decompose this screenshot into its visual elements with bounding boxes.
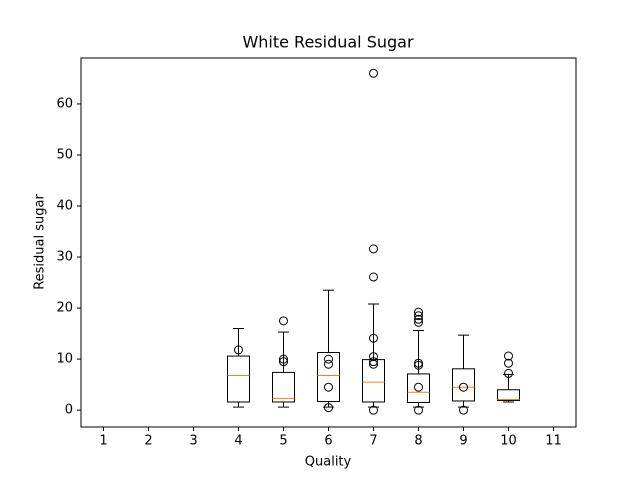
x-tick-label: 6: [324, 434, 332, 449]
x-tick-label: 8: [414, 434, 422, 449]
x-tick-label: 4: [234, 434, 242, 449]
x-tick-label: 10: [500, 434, 517, 449]
flier: [369, 333, 378, 343]
box: [452, 368, 475, 402]
x-tick-label: 7: [369, 434, 377, 449]
chart-title: White Residual Sugar: [242, 33, 414, 52]
x-tick-label: 11: [545, 434, 562, 449]
flier: [324, 382, 333, 392]
y-tick-label: 40: [56, 199, 73, 214]
plot-frame: [80, 57, 577, 428]
x-tick-label: 1: [99, 434, 107, 449]
flier: [414, 311, 423, 321]
flier: [414, 382, 423, 392]
flier: [504, 358, 513, 368]
x-tick-label: 3: [189, 434, 197, 449]
flier: [279, 354, 288, 364]
y-tick-label: 0: [65, 403, 73, 418]
flier: [369, 359, 378, 369]
flier: [414, 307, 423, 317]
flier: [414, 405, 423, 415]
x-tick-label: 2: [144, 434, 152, 449]
flier: [369, 272, 378, 282]
y-tick-label: 60: [56, 96, 73, 111]
flier: [369, 68, 378, 78]
flier: [324, 359, 333, 369]
x-axis-label: Quality: [305, 455, 352, 470]
x-tick-label: 9: [459, 434, 467, 449]
y-tick-label: 10: [56, 352, 73, 367]
y-tick-label: 50: [56, 147, 73, 162]
flier: [414, 360, 423, 370]
flier: [279, 316, 288, 326]
flier: [414, 317, 423, 327]
box: [407, 373, 430, 404]
flier: [279, 357, 288, 367]
flier: [324, 354, 333, 364]
box: [227, 355, 250, 403]
flier: [369, 357, 378, 367]
flier: [234, 345, 243, 355]
flier: [414, 314, 423, 324]
flier: [369, 244, 378, 254]
y-tick-label: 20: [56, 301, 73, 316]
y-axis-label: Residual sugar: [33, 194, 48, 290]
box: [362, 359, 385, 403]
flier: [369, 405, 378, 415]
box: [272, 371, 295, 403]
box: [497, 389, 520, 401]
box: [317, 351, 340, 402]
flier: [324, 403, 333, 413]
flier: [504, 368, 513, 378]
flier: [459, 405, 468, 415]
y-tick-label: 30: [56, 250, 73, 265]
flier: [459, 382, 468, 392]
x-tick-label: 5: [279, 434, 287, 449]
flier: [504, 351, 513, 361]
